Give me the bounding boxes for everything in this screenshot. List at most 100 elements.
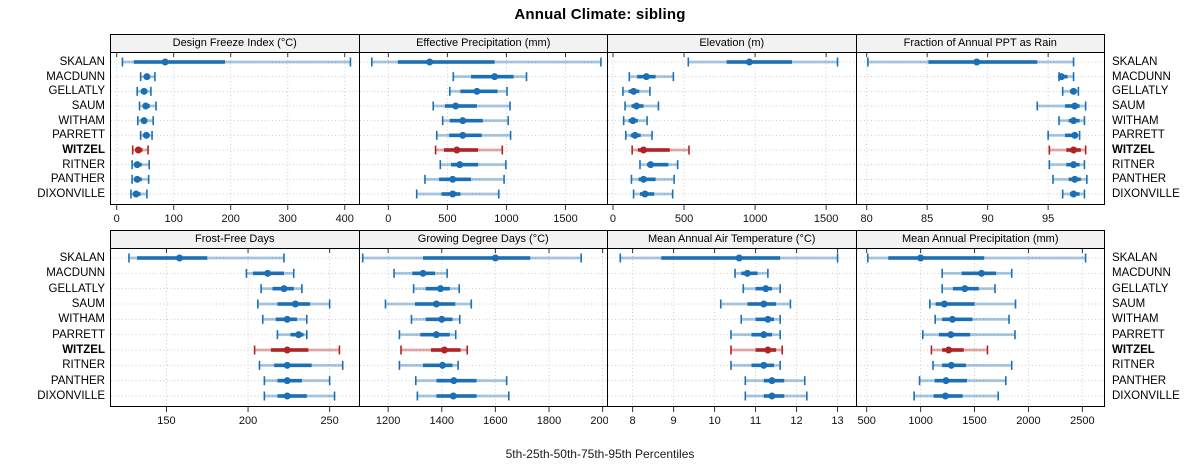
- panel-growing-degree-days-c: Growing Degree Days (°C) 1200 1400 1600 1800…: [358, 230, 614, 431]
- station-label-dixonville: DIXONVILLE: [1112, 188, 1180, 200]
- panel-strip-design-freeze-index-c: Design Freeze Index (°C): [110, 34, 360, 53]
- percentile-series-dixonville: [912, 391, 999, 401]
- percentile-series-witham: [410, 314, 461, 324]
- percentile-series-panther: [1051, 174, 1088, 184]
- figure-title: Annual Climate: sibling: [514, 6, 686, 23]
- percentile-series-skalan: [866, 253, 1086, 263]
- percentile-series-gellatly: [136, 86, 152, 96]
- percentile-series-witham: [933, 314, 1010, 324]
- panel-strip-effective-precipitation-mm: Effective Precipitation (mm): [358, 34, 608, 53]
- station-label-parrett: PARRETT: [1112, 129, 1165, 142]
- percentile-series-dixonville: [415, 189, 500, 199]
- percentile-series-macdunn: [139, 72, 156, 82]
- panel-design-freeze-index-c: Design Freeze Index (°C) 0 100 200 300 400: [110, 34, 360, 229]
- panel-canvas-fraction-of-annual-ppt-as-rain: [856, 53, 1105, 204]
- panel-mean-annual-air-temperature-c: Mean Annual Air Temperature (°C) 8 9 10 11 12…: [607, 230, 857, 431]
- percentile-series-macdunn: [392, 268, 448, 278]
- x-tick-label: 90: [981, 213, 993, 225]
- x-tick-label: 500: [675, 213, 693, 225]
- station-label-parrett: PARRETT: [52, 129, 105, 142]
- x-axis-elevation-m: 0 500 1000 1500: [610, 205, 838, 225]
- percentile-series-parrett: [276, 330, 308, 340]
- station-label-macdunn: MACDUNN: [46, 70, 105, 83]
- x-tick-label: 1000: [743, 213, 767, 225]
- station-label-witham: WITHAM: [58, 114, 105, 127]
- x-tick-label: 0: [114, 213, 120, 225]
- percentile-series-macdunn: [940, 268, 1013, 278]
- panel-plot-frost-free-days: [110, 249, 360, 407]
- percentile-series-gellatly: [742, 284, 781, 294]
- percentile-series-witham: [441, 116, 509, 126]
- percentile-series-parrett: [435, 130, 511, 140]
- percentile-series-ritner: [931, 360, 1013, 370]
- station-labels-left: SKALAN MACDUNN GELLATLY SAUM WITHAM PARRETT WI…: [0, 34, 110, 229]
- station-label-gellatly: GELLATLY: [48, 282, 105, 295]
- station-label-dixonville: DIXONVILLE: [1112, 390, 1180, 402]
- panel-x-axis-mean-annual-precipitation-mm: 500 1000 1500 2000 2500: [857, 407, 1106, 431]
- x-tick-label: 1500: [962, 415, 986, 427]
- percentile-series-macdunn: [1057, 72, 1074, 82]
- x-tick-label: 9: [671, 415, 677, 427]
- panels-wrap: Frost-Free Days 150 200 250 Growing Degree D…: [110, 230, 1105, 431]
- x-tick-label: 1600: [483, 415, 507, 427]
- x-axis-frost-free-days: 150 200 250: [157, 407, 339, 427]
- station-label-ritner: RITNER: [1112, 158, 1155, 171]
- panel-canvas-mean-annual-precipitation-mm: [856, 249, 1105, 406]
- x-tick-label: 95: [1042, 213, 1054, 225]
- percentile-series-macdunn: [245, 268, 295, 278]
- percentile-series-saum: [1035, 101, 1086, 111]
- percentile-series-parrett: [1046, 130, 1080, 140]
- panel-plot-design-freeze-index-c: [110, 53, 360, 205]
- percentile-series-ritner: [730, 360, 781, 370]
- percentile-series-panther: [131, 174, 150, 184]
- percentile-series-witham: [261, 314, 308, 324]
- x-tick-label: 200: [222, 213, 240, 225]
- x-tick-label: 80: [860, 213, 872, 225]
- station-label-gellatly: GELLATLY: [1112, 282, 1169, 295]
- percentile-series-gellatly: [260, 284, 303, 294]
- percentile-series-panther: [414, 376, 507, 386]
- station-label-skalan: SKALAN: [1112, 56, 1158, 68]
- percentile-series-parrett: [921, 330, 1016, 340]
- percentile-series-macdunn: [734, 268, 769, 278]
- panel-canvas-mean-annual-air-temperature-c: [608, 249, 856, 406]
- panel-x-axis-growing-degree-days-c: 1200 1400 1600 1800 2000: [360, 407, 614, 431]
- percentile-series-witham: [622, 116, 648, 126]
- x-tick-label: 0: [610, 213, 616, 225]
- percentile-series-witzel: [1048, 145, 1086, 155]
- station-labels-left: SKALAN MACDUNN GELLATLY SAUM WITHAM PARRETT WI…: [0, 230, 110, 431]
- x-tick-label: 2000: [590, 415, 608, 427]
- station-label-skalan: SKALAN: [1112, 252, 1158, 264]
- percentile-series-skalan: [361, 253, 582, 263]
- x-tick-label: 2000: [1016, 415, 1040, 427]
- station-label-saum: SAUM: [1112, 100, 1146, 112]
- panel-strip-mean-annual-air-temperature-c: Mean Annual Air Temperature (°C): [607, 230, 857, 249]
- x-tick-label: 150: [157, 415, 175, 427]
- station-label-macdunn: MACDUNN: [1112, 70, 1171, 83]
- panel-strip-elevation-m: Elevation (m): [607, 34, 857, 53]
- x-tick-label: 2500: [1070, 415, 1094, 427]
- x-tick-label: 100: [165, 213, 183, 225]
- percentile-series-gellatly: [448, 86, 508, 96]
- percentile-series-witzel: [434, 145, 503, 155]
- panel-strip-frost-free-days: Frost-Free Days: [110, 230, 360, 249]
- x-tick-label: 1000: [494, 213, 518, 225]
- percentile-series-witzel: [730, 345, 784, 355]
- panel-row-top: SKALAN MACDUNN GELLATLY SAUM WITHAM PARRETT WI…: [0, 34, 1200, 229]
- x-tick-label: 500: [438, 213, 456, 225]
- figure-footer: 5th-25th-50th-75th-95th Percentiles: [505, 447, 695, 461]
- panel-canvas-elevation-m: [608, 53, 856, 204]
- station-label-ritner: RITNER: [62, 359, 105, 372]
- panel-strip-growing-degree-days-c: Growing Degree Days (°C): [358, 230, 608, 249]
- station-label-witham: WITHAM: [1112, 313, 1159, 326]
- x-tick-label: 8: [630, 415, 636, 427]
- panel-plot-mean-annual-precipitation-mm: [855, 249, 1105, 407]
- percentile-series-witham: [136, 116, 154, 126]
- station-label-dixonville: DIXONVILLE: [37, 188, 105, 200]
- station-label-gellatly: GELLATLY: [48, 85, 105, 98]
- x-tick-label: 13: [831, 415, 843, 427]
- panel-x-axis-fraction-of-annual-ppt-as-rain: 80 85 90 95: [857, 205, 1106, 229]
- percentile-series-ritner: [258, 360, 344, 370]
- station-label-saum: SAUM: [1112, 298, 1146, 310]
